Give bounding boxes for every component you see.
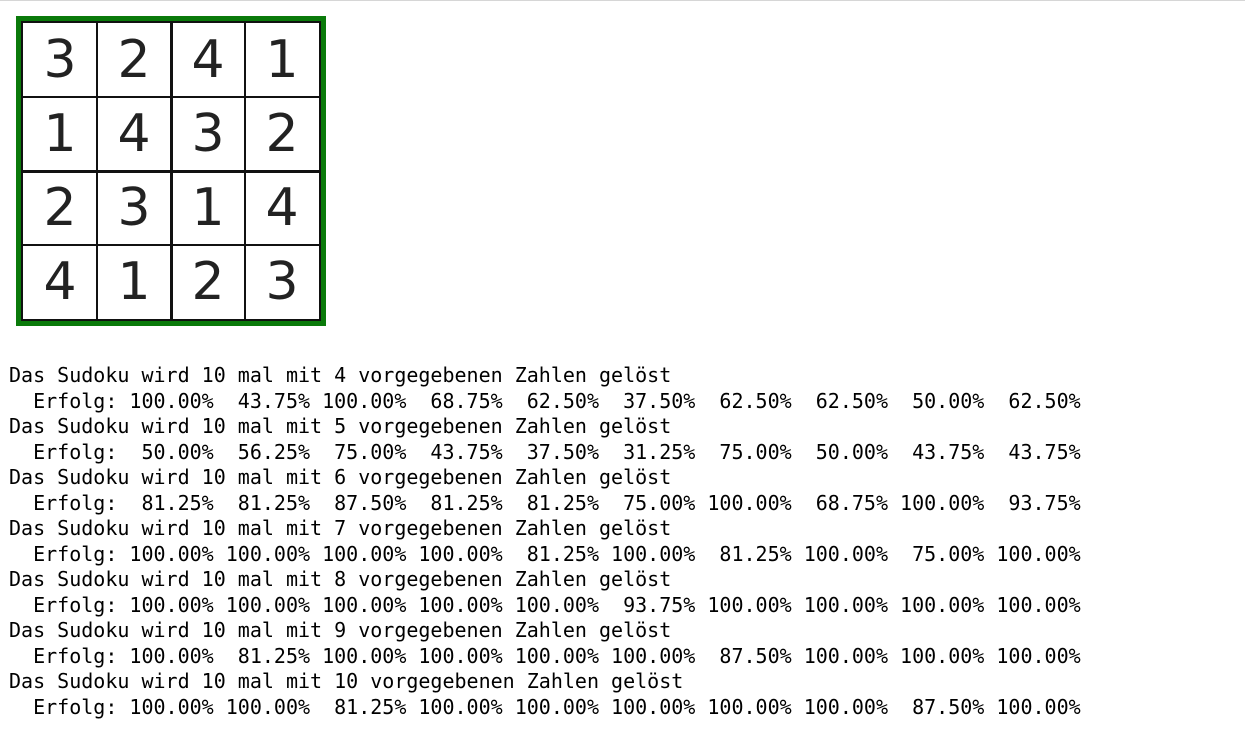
success-rate-line: Erfolg: 100.00% 100.00% 81.25% 100.00% 1… (9, 694, 1081, 719)
sudoku-cell: 1 (117, 252, 151, 312)
run-header-line: Das Sudoku wird 10 mal mit 9 vorgegebene… (9, 618, 672, 642)
sudoku-cell: 3 (43, 30, 77, 90)
sudoku-cell: 3 (191, 104, 225, 164)
cell-divider-vertical (244, 23, 246, 319)
sudoku-cell: 2 (117, 30, 151, 90)
success-rate-line: Erfolg: 100.00% 43.75% 100.00% 68.75% 62… (9, 388, 1081, 413)
run-header-line: Das Sudoku wird 10 mal mit 5 vorgegebene… (9, 414, 672, 438)
sudoku-cell: 3 (265, 252, 299, 312)
sudoku-cell: 1 (191, 178, 225, 238)
run-header-line: Das Sudoku wird 10 mal mit 4 vorgegebene… (9, 363, 672, 387)
sudoku-cell: 2 (43, 178, 77, 238)
run-header-line: Das Sudoku wird 10 mal mit 7 vorgegebene… (9, 516, 672, 540)
sudoku-cell: 2 (191, 252, 225, 312)
top-divider (0, 0, 1245, 1)
cell-divider-horizontal (23, 244, 319, 246)
sudoku-cell: 4 (191, 30, 225, 90)
box-divider-horizontal (23, 169, 319, 173)
run-header-line: Das Sudoku wird 10 mal mit 6 vorgegebene… (9, 465, 672, 489)
run-header-line: Das Sudoku wird 10 mal mit 10 vorgegeben… (9, 669, 684, 693)
success-rate-line: Erfolg: 100.00% 100.00% 100.00% 100.00% … (9, 541, 1081, 566)
sudoku-cell: 4 (43, 252, 77, 312)
run-header-line: Das Sudoku wird 10 mal mit 8 vorgegebene… (9, 567, 672, 591)
sudoku-cell: 1 (265, 30, 299, 90)
success-rate-line: Erfolg: 50.00% 56.25% 75.00% 43.75% 37.5… (9, 439, 1081, 464)
success-rate-line: Erfolg: 100.00% 100.00% 100.00% 100.00% … (9, 592, 1081, 617)
sudoku-cell: 4 (117, 104, 151, 164)
success-rate-line: Erfolg: 100.00% 81.25% 100.00% 100.00% 1… (9, 643, 1081, 668)
sudoku-cell: 1 (43, 104, 77, 164)
sudoku-cell: 2 (265, 104, 299, 164)
sudoku-cell: 4 (265, 178, 299, 238)
sudoku-cell: 3 (117, 178, 151, 238)
console-output: Das Sudoku wird 10 mal mit 4 vorgegebene… (9, 363, 1081, 720)
success-rate-line: Erfolg: 81.25% 81.25% 87.50% 81.25% 81.2… (9, 490, 1081, 515)
